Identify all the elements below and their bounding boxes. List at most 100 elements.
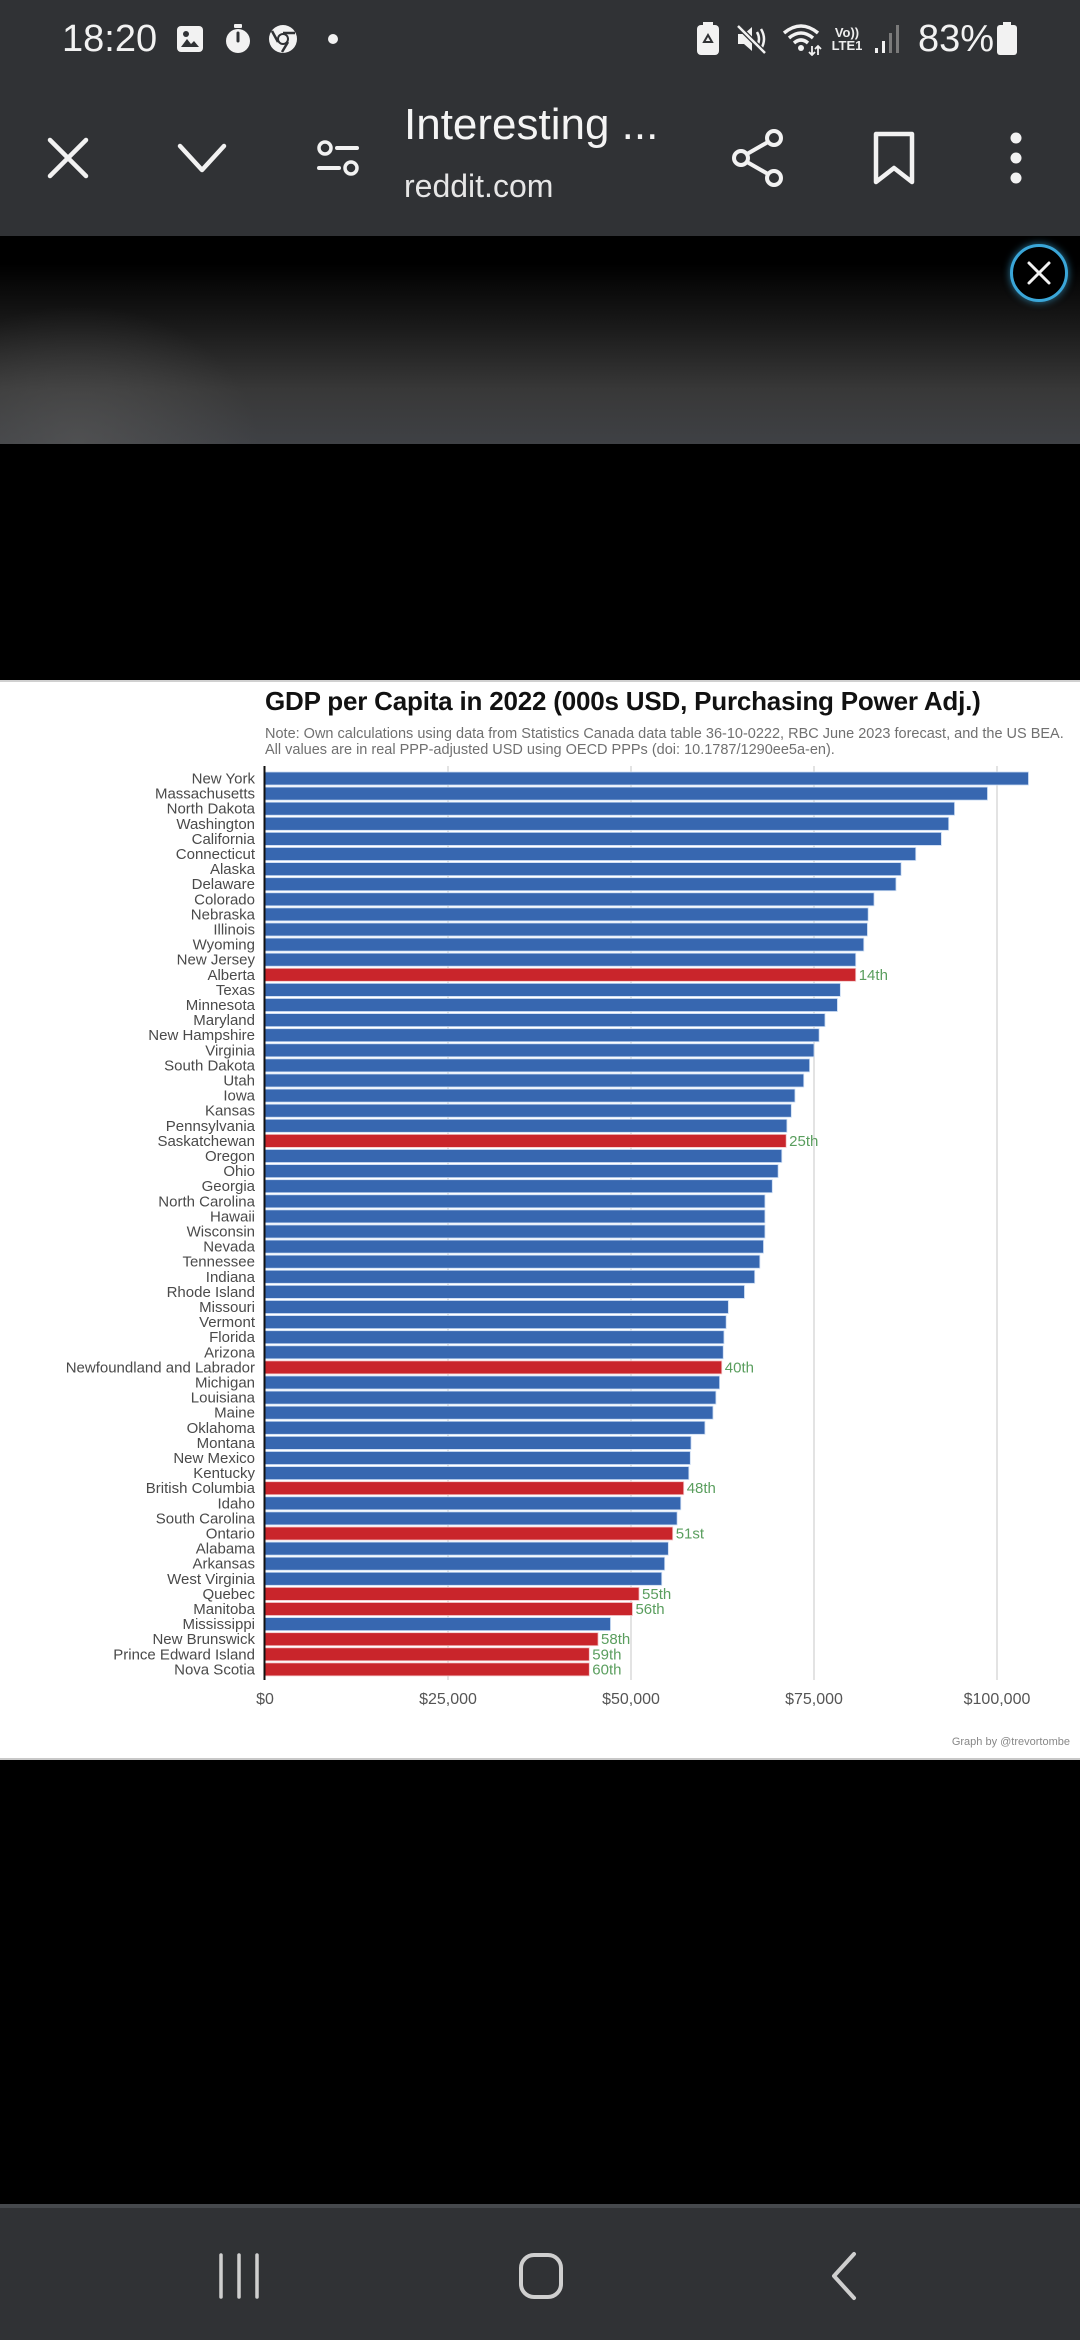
bar-quebec — [264, 1587, 640, 1601]
home-button[interactable] — [496, 2238, 586, 2314]
notification-dot-icon — [326, 22, 340, 56]
bar-alaska — [264, 862, 902, 877]
close-viewer-button[interactable] — [1010, 244, 1068, 302]
bar-texas — [264, 982, 841, 997]
bar-label: South Carolina — [156, 1510, 256, 1527]
bar-label: Alberta — [207, 967, 255, 984]
rank-label: 40th — [725, 1359, 754, 1376]
rank-label: 48th — [687, 1480, 716, 1497]
minimize-tab-button[interactable] — [162, 118, 242, 198]
bar-nevada — [264, 1239, 764, 1254]
bar-virginia — [264, 1043, 815, 1058]
bar-vermont — [264, 1315, 727, 1329]
volte-label: Vo)) — [834, 25, 860, 40]
bar-label: West Virginia — [167, 1571, 255, 1588]
bar-maine — [264, 1405, 714, 1420]
battery-saver-icon — [694, 22, 722, 56]
close-tab-button[interactable] — [28, 118, 108, 198]
bar-label: Montana — [197, 1435, 256, 1452]
bar-saskatchewan — [264, 1133, 787, 1148]
recents-icon — [219, 2253, 259, 2299]
bar-label: Hawaii — [210, 1208, 255, 1225]
close-icon — [1027, 261, 1051, 285]
bar-wisconsin — [264, 1224, 766, 1239]
bar-new-mexico — [264, 1451, 691, 1465]
bar-label: Illinois — [213, 922, 255, 939]
bar-west-virginia — [264, 1571, 663, 1586]
bar-new-brunswick — [264, 1632, 599, 1647]
bar-pennsylvania — [264, 1118, 788, 1133]
bar-label: Arizona — [204, 1344, 256, 1361]
lte-label: LTE1 — [831, 38, 863, 53]
bar-label: Wyoming — [193, 937, 255, 954]
rank-label: 14th — [859, 967, 888, 984]
bar-kentucky — [264, 1466, 690, 1480]
bar-label: Oklahoma — [187, 1420, 256, 1437]
bar-mississippi — [264, 1617, 611, 1631]
bar-label: Ohio — [223, 1163, 255, 1180]
chart-image[interactable]: GDP per Capita in 2022 (000s USD, Purcha… — [0, 680, 1080, 1760]
bar-arkansas — [264, 1556, 666, 1571]
site-settings-button[interactable] — [298, 118, 378, 198]
bar-label: Texas — [216, 982, 255, 999]
system-nav-bar — [0, 2204, 1080, 2340]
home-icon — [519, 2253, 563, 2299]
bar-label: Colorado — [194, 891, 255, 908]
gallery-icon — [174, 22, 206, 56]
bar-south-dakota — [264, 1058, 811, 1073]
bookmark-button[interactable] — [854, 118, 934, 198]
bar-alberta — [264, 967, 857, 982]
page-url: reddit.com — [404, 168, 554, 204]
chevron-down-icon — [177, 143, 227, 173]
bar-arizona — [264, 1345, 724, 1360]
bar-montana — [264, 1436, 692, 1450]
bar-alabama — [264, 1541, 669, 1556]
tune-icon — [317, 140, 359, 176]
bar-label: Connecticut — [176, 846, 256, 863]
bar-label: Massachusetts — [155, 786, 255, 803]
chart-title: GDP per Capita in 2022 (000s USD, Purcha… — [265, 686, 981, 716]
bar-tennessee — [264, 1254, 761, 1269]
bar-south-carolina — [264, 1511, 678, 1526]
bar-prince-edward-island — [264, 1647, 590, 1662]
x-tick-label: $0 — [256, 1691, 274, 1708]
share-button[interactable] — [718, 118, 798, 198]
bar-label: New Hampshire — [148, 1027, 255, 1044]
rank-label: 60th — [592, 1661, 621, 1678]
page-title: Interesting ... — [404, 100, 659, 149]
bar-label: New Brunswick — [152, 1631, 255, 1648]
recents-button[interactable] — [194, 2238, 284, 2314]
chrome-icon — [266, 22, 300, 56]
bar-label: Missouri — [199, 1299, 255, 1316]
x-tick-label: $25,000 — [419, 1691, 477, 1708]
bar-ontario — [264, 1526, 674, 1541]
bar-label: Nevada — [203, 1239, 255, 1256]
bar-colorado — [264, 892, 875, 907]
bar-nebraska — [264, 907, 869, 922]
stopwatch-icon — [222, 22, 254, 56]
bar-label: Delaware — [192, 876, 255, 893]
bar-newfoundland-and-labrador — [264, 1360, 723, 1375]
bar-idaho — [264, 1496, 682, 1511]
bar-label: Michigan — [195, 1375, 255, 1392]
bar-label: Washington — [176, 816, 255, 833]
back-button[interactable] — [798, 2238, 888, 2314]
bar-label: Kansas — [205, 1103, 255, 1120]
bar-california — [264, 831, 942, 846]
bar-new-york — [264, 771, 1029, 786]
bar-label: New Mexico — [173, 1450, 255, 1467]
battery-percent: 83% — [918, 18, 995, 60]
bar-georgia — [264, 1179, 773, 1194]
bar-label: California — [192, 831, 256, 848]
bar-kansas — [264, 1103, 792, 1118]
more-options-button[interactable] — [976, 118, 1056, 198]
rank-label: 55th — [642, 1586, 671, 1603]
bar-british-columbia — [264, 1481, 685, 1496]
bar-oregon — [264, 1149, 783, 1163]
bar-label: Nebraska — [191, 906, 256, 923]
bar-north-dakota — [264, 801, 955, 816]
rank-label: 56th — [635, 1601, 664, 1618]
bar-new-jersey — [264, 952, 857, 967]
bar-label: Mississippi — [182, 1616, 255, 1633]
volte-lte-icon: Vo)) LTE1 — [826, 22, 868, 56]
